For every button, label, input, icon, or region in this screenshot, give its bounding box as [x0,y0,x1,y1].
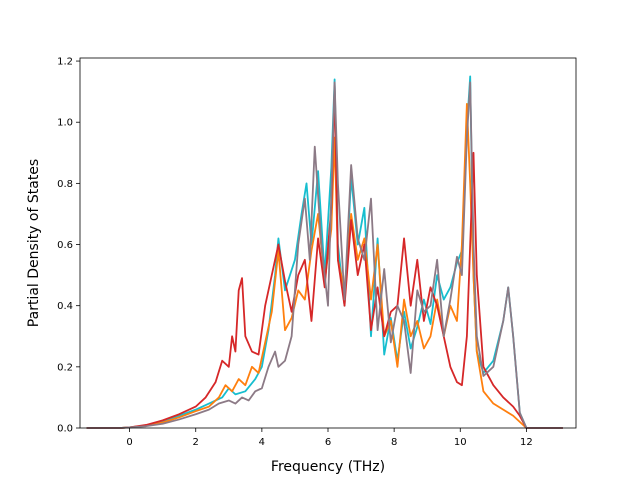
y-tick-label: 0.8 [57,179,73,190]
x-tick-label: 12 [520,437,533,448]
y-axis-label: Partial Density of States [26,159,42,327]
y-tick-label: 1.0 [57,118,73,129]
x-tick-label: 2 [193,437,199,448]
y-tick-label: 0.4 [57,301,73,312]
x-tick-label: 0 [126,437,132,448]
x-tick-label: 6 [325,437,331,448]
series-line-4 [86,81,563,429]
x-axis-ticks: 0 2 4 6 8 10 12 [126,428,533,448]
x-tick-label: 4 [259,437,265,448]
y-axis-ticks: 0.0 0.2 0.4 0.6 0.8 1.0 1.2 [57,57,80,435]
y-tick-label: 0.6 [57,240,73,251]
y-tick-label: 1.2 [57,57,73,68]
x-axis-label: Frequency (THz) [271,459,385,475]
series-line-3 [86,84,563,429]
x-tick-label: 8 [391,437,397,448]
series-layer [86,75,563,429]
y-tick-label: 0.2 [57,362,73,373]
y-tick-label: 0.0 [57,424,73,435]
x-tick-label: 10 [454,437,467,448]
